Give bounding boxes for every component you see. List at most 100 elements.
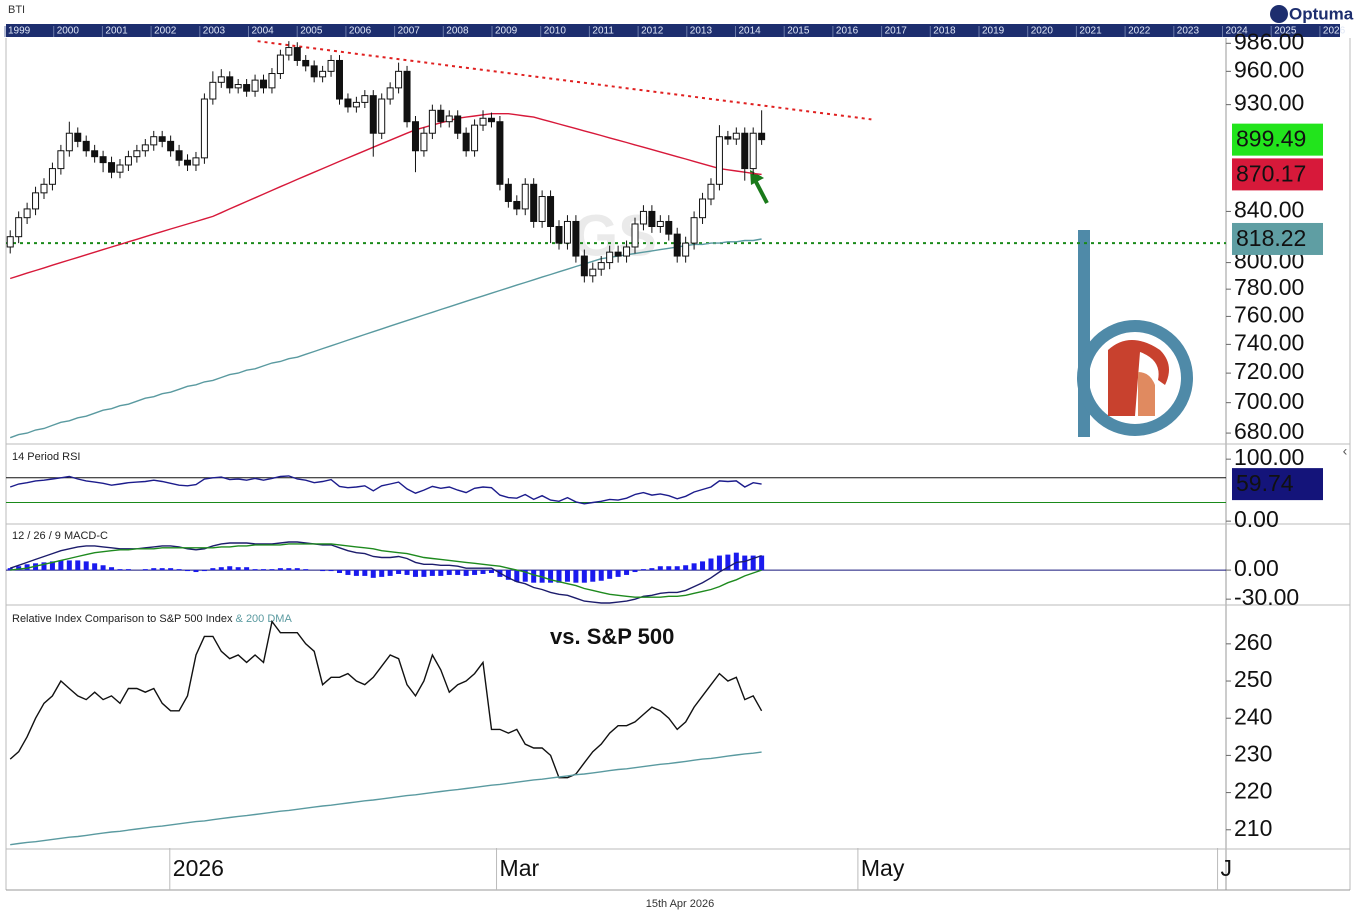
x-tick-label: 2026 [173, 855, 224, 881]
histogram-bar [581, 570, 587, 583]
histogram-bar [193, 570, 199, 573]
timeline-year: 2021 [1079, 26, 1102, 37]
candle-body [310, 65, 318, 78]
trendline [257, 40, 872, 121]
candle-body [361, 95, 369, 103]
collapse-button[interactable]: ‹ [1343, 443, 1348, 459]
timeline-year: 2026 [1323, 26, 1346, 37]
candle-body [335, 59, 343, 100]
histogram-bar [607, 570, 613, 579]
candle-body [462, 132, 470, 152]
histogram-bar [83, 561, 89, 571]
timeline-year: 2009 [495, 26, 518, 37]
histogram-bar [708, 558, 714, 571]
panel-title: 12 / 26 / 9 MACD-C [12, 530, 108, 542]
timeline-year: 2008 [446, 26, 469, 37]
histogram-bar [438, 570, 444, 576]
timeline-year: 2012 [641, 26, 664, 37]
histogram-bar [548, 570, 554, 583]
y-tick-label: 700.00 [1234, 388, 1304, 414]
candle-body [200, 98, 208, 159]
histogram-bar [303, 569, 309, 571]
histogram-bar [556, 570, 562, 583]
histogram-bar [488, 570, 494, 574]
histogram-bar [522, 570, 528, 582]
candle-body [74, 132, 82, 142]
histogram-bar [362, 570, 368, 576]
candle-body [184, 159, 192, 166]
brand-inner [1108, 340, 1169, 416]
histogram-bar [412, 570, 418, 577]
candle-body [454, 115, 462, 134]
timeline-year: 2022 [1128, 26, 1151, 37]
histogram-bar [320, 570, 326, 572]
y-tick-label: 986.00 [1234, 28, 1304, 54]
histogram-bar [277, 568, 283, 571]
candle-body [57, 150, 65, 170]
candle-body [124, 156, 132, 166]
last-value-box [1232, 468, 1323, 501]
histogram-bar [759, 555, 765, 571]
candle-body [99, 156, 107, 164]
histogram-bar [480, 570, 486, 574]
candle-body [386, 87, 394, 100]
candle-body [530, 183, 538, 222]
candle-body [23, 208, 31, 219]
timeline-year: 2002 [154, 26, 177, 37]
histogram-bar [201, 570, 207, 572]
histogram-bar [286, 568, 292, 571]
candle-body [302, 59, 310, 67]
histogram-bar [750, 555, 756, 571]
y-tick-label: 240 [1234, 703, 1272, 729]
histogram-bar [41, 562, 47, 571]
candle-body [32, 192, 40, 210]
candle-body [437, 109, 445, 123]
timeline-year: 2005 [300, 26, 323, 37]
timeline-year: 2001 [105, 26, 128, 37]
candle-body [15, 217, 23, 238]
candle-body [192, 157, 200, 166]
candle-body [741, 132, 749, 170]
candle-body [724, 136, 732, 140]
candle-body [699, 198, 707, 219]
panel-title-suffix: & 200 DMA [236, 613, 293, 625]
logo-icon [1270, 5, 1288, 23]
brand-ring [1077, 320, 1193, 436]
panel: Relative Index Comparison to S&P 500 Ind… [6, 613, 1350, 890]
series-line [9, 113, 762, 280]
histogram-bar [573, 570, 579, 583]
candle-body [589, 268, 597, 277]
candle-body [167, 140, 175, 152]
timeline-year: 2004 [252, 26, 275, 37]
timeline-year: 2013 [690, 26, 713, 37]
timeline-year: 2010 [544, 26, 567, 37]
candle-body [563, 220, 571, 244]
footer-date: 15th Apr 2026 [646, 898, 715, 910]
histogram-bar [269, 569, 275, 571]
arrow-shaft [753, 179, 769, 204]
last-value-label: 870.17 [1236, 160, 1306, 186]
series-line [9, 238, 762, 439]
candle-body [732, 132, 740, 140]
last-value-box [1232, 123, 1323, 156]
histogram-bar [531, 570, 537, 583]
histogram-bar [683, 565, 689, 571]
histogram-bar [7, 568, 13, 571]
candle-body [749, 132, 757, 170]
candle-body [251, 79, 259, 92]
timeline-year: 2007 [398, 26, 421, 37]
timeline-bar[interactable] [6, 24, 1340, 37]
histogram-bar [345, 570, 351, 575]
last-value-label: 59.74 [1236, 470, 1294, 496]
candle-body [226, 76, 234, 89]
histogram-bar [16, 566, 22, 571]
histogram-bar [725, 554, 731, 571]
candle-body [504, 183, 512, 202]
brand-inner-light [1138, 372, 1155, 416]
histogram-bar [185, 570, 191, 572]
candle-body [40, 183, 48, 194]
histogram-bar [227, 566, 233, 571]
